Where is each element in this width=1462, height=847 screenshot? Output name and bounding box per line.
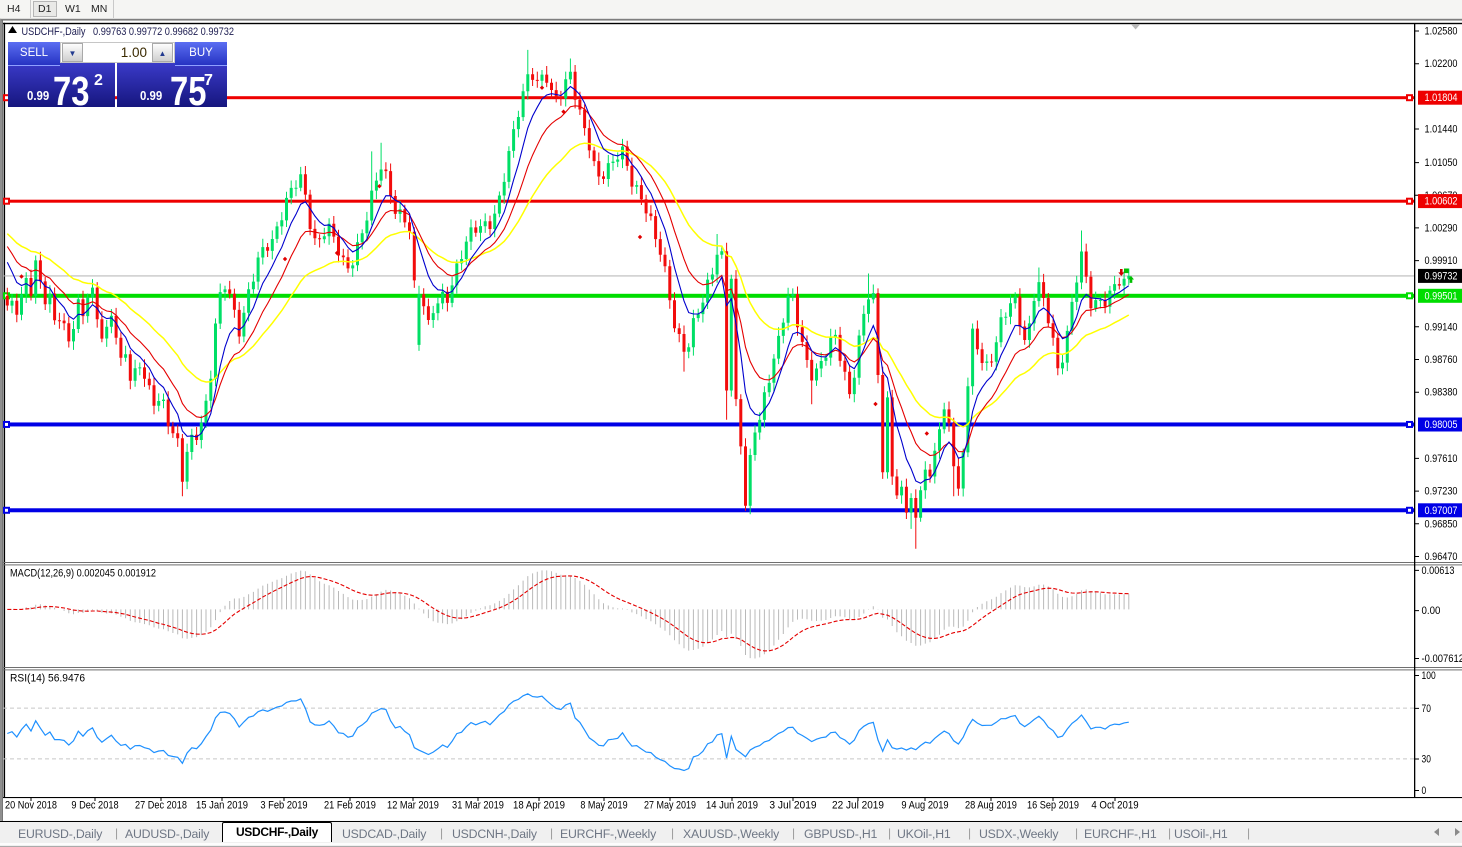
svg-text:-0.007612: -0.007612 <box>1422 653 1462 665</box>
svg-text:70: 70 <box>1422 703 1431 715</box>
svg-text:100: 100 <box>1422 670 1436 682</box>
svg-text:0.00: 0.00 <box>1422 605 1441 617</box>
svg-text:0.99501: 0.99501 <box>1425 290 1458 302</box>
svg-text:0.00613: 0.00613 <box>1422 565 1455 577</box>
svg-text:12 Mar 2019: 12 Mar 2019 <box>387 800 439 812</box>
svg-text:0.98760: 0.98760 <box>1425 354 1458 366</box>
svg-text:USDCHF-,Daily: USDCHF-,Daily <box>22 26 86 38</box>
svg-text:22 Jul 2019: 22 Jul 2019 <box>832 800 884 812</box>
svg-text:0.98005: 0.98005 <box>1425 419 1458 431</box>
svg-text:0.97007: 0.97007 <box>1425 505 1458 517</box>
svg-text:15 Jan 2019: 15 Jan 2019 <box>196 800 248 812</box>
svg-text:16 Sep 2019: 16 Sep 2019 <box>1027 800 1079 812</box>
svg-text:30: 30 <box>1422 754 1431 766</box>
svg-text:9 Aug 2019: 9 Aug 2019 <box>901 800 948 812</box>
svg-text:27 Dec 2018: 27 Dec 2018 <box>135 800 187 812</box>
svg-text:0.97230: 0.97230 <box>1425 486 1458 498</box>
svg-text:3 Feb 2019: 3 Feb 2019 <box>260 800 307 812</box>
svg-text:1.02200: 1.02200 <box>1425 58 1458 70</box>
svg-text:0.96470: 0.96470 <box>1425 551 1458 563</box>
svg-text:1.01804: 1.01804 <box>1425 92 1458 104</box>
svg-text:RSI(14) 56.9476: RSI(14) 56.9476 <box>10 673 85 685</box>
svg-text:28 Aug 2019: 28 Aug 2019 <box>965 800 1017 812</box>
svg-text:8 May 2019: 8 May 2019 <box>580 800 627 812</box>
svg-text:0.99140: 0.99140 <box>1425 321 1458 333</box>
svg-text:MACD(12,26,9) 0.002045 0.00191: MACD(12,26,9) 0.002045 0.001912 <box>10 568 156 580</box>
svg-text:1.01050: 1.01050 <box>1425 157 1458 169</box>
svg-text:3 Jul 2019: 3 Jul 2019 <box>769 800 816 812</box>
svg-text:1.00602: 1.00602 <box>1425 196 1458 208</box>
svg-text:27 May 2019: 27 May 2019 <box>644 800 696 812</box>
svg-text:20 Nov 2018: 20 Nov 2018 <box>5 800 57 812</box>
svg-text:1.00290: 1.00290 <box>1425 222 1458 234</box>
svg-text:21 Feb 2019: 21 Feb 2019 <box>324 800 376 812</box>
svg-text:18 Apr 2019: 18 Apr 2019 <box>513 800 565 812</box>
svg-text:0.97610: 0.97610 <box>1425 453 1458 465</box>
svg-text:0.99763 0.99772 0.99682 0.9973: 0.99763 0.99772 0.99682 0.99732 <box>93 26 234 38</box>
svg-text:0.99732: 0.99732 <box>1425 270 1458 282</box>
svg-text:0.98380: 0.98380 <box>1425 387 1458 399</box>
svg-text:0.96850: 0.96850 <box>1425 518 1458 530</box>
svg-text:1.02580: 1.02580 <box>1425 26 1458 38</box>
svg-text:9 Dec 2018: 9 Dec 2018 <box>71 800 118 812</box>
svg-text:31 Mar 2019: 31 Mar 2019 <box>452 800 504 812</box>
svg-text:14 Jun 2019: 14 Jun 2019 <box>706 800 758 812</box>
svg-text:0.99910: 0.99910 <box>1425 255 1458 267</box>
svg-text:4 Oct 2019: 4 Oct 2019 <box>1091 800 1138 812</box>
svg-text:0: 0 <box>1422 785 1427 797</box>
svg-text:1.01440: 1.01440 <box>1425 124 1458 136</box>
